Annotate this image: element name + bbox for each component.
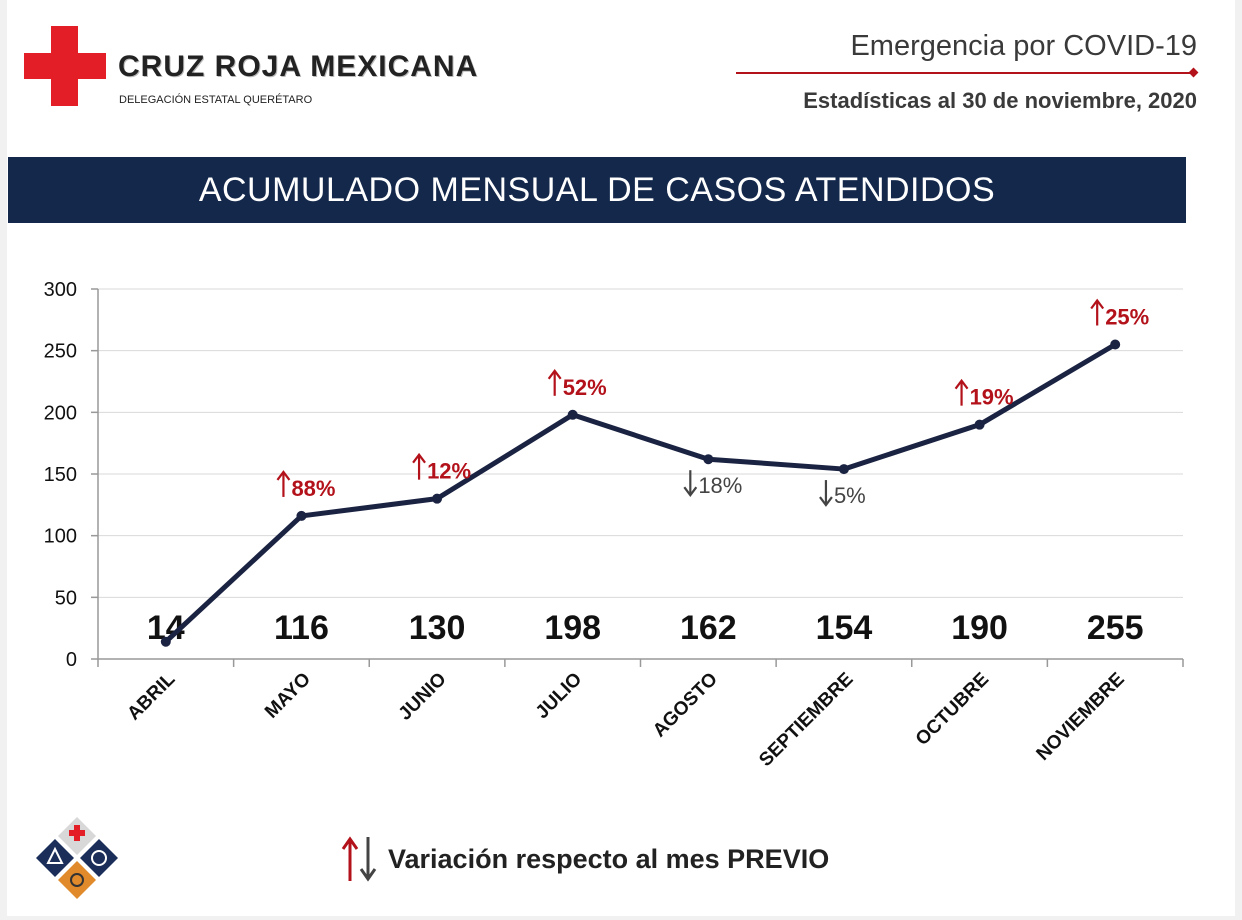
value-label: 198 [544, 609, 601, 647]
variation-annotation: 5% [819, 480, 866, 508]
value-label: 130 [409, 609, 466, 647]
down-arrow-icon [819, 496, 833, 507]
value-label: 162 [680, 609, 737, 647]
x-tick-label: MAYO [261, 669, 315, 723]
variation-label: 52% [563, 375, 607, 400]
variation-annotation: 52% [547, 368, 607, 400]
variation-label: 19% [970, 385, 1014, 410]
x-tick-label: NOVIEMBRE [1033, 669, 1129, 765]
up-arrow-icon [276, 470, 291, 481]
variation-label: 25% [1105, 305, 1149, 330]
data-point [296, 510, 307, 521]
x-tick-label: SEPTIEMBRE [755, 669, 857, 771]
variation-label: 5% [834, 483, 866, 508]
legend-text: Variación respecto al mes PREVIO [388, 843, 830, 874]
value-label: 116 [274, 609, 329, 647]
data-point [1110, 339, 1121, 350]
variation-annotation: 18% [683, 470, 742, 498]
up-arrow-icon [547, 368, 562, 380]
y-tick-label: 200 [44, 402, 77, 424]
data-point [703, 454, 714, 465]
y-tick-label: 100 [44, 526, 77, 548]
header-divider [736, 72, 1191, 74]
header-title: Emergencia por COVID-19 [850, 30, 1197, 62]
x-tick-label: OCTUBRE [912, 669, 993, 750]
data-point [432, 493, 443, 504]
y-tick-label: 250 [44, 341, 77, 363]
value-label: 190 [951, 609, 1008, 647]
x-tick-label: AGOSTO [649, 669, 722, 742]
variation-annotation: 19% [954, 378, 1014, 410]
up-arrow-icon [954, 378, 969, 390]
variation-annotation: 88% [276, 470, 335, 501]
x-tick-label: ABRIL [123, 668, 179, 724]
y-tick-label: 50 [55, 587, 77, 609]
org-subtitle: DELEGACIÓN ESTATAL QUERÉTARO [119, 94, 313, 106]
data-point [838, 464, 849, 475]
data-point [160, 636, 171, 647]
red-cross-logo-icon [24, 26, 106, 106]
y-tick-label: 0 [66, 649, 77, 671]
variation-annotation: 12% [412, 452, 471, 484]
y-tick-label: 150 [44, 464, 77, 486]
chart-title-banner: ACUMULADO MENSUAL DE CASOS ATENDIDOS [8, 157, 1186, 223]
hazard-badge-icon [36, 817, 118, 899]
value-label: 255 [1087, 609, 1144, 647]
up-arrow-icon [1090, 298, 1105, 310]
variation-annotation: 25% [1090, 298, 1149, 330]
down-arrow-icon [683, 486, 698, 498]
chart-title: ACUMULADO MENSUAL DE CASOS ATENDIDOS [198, 170, 996, 209]
header-subtitle: Estadísticas al 30 de noviembre, 2020 [803, 88, 1197, 113]
org-name: CRUZ ROJA MEXICANA [118, 50, 479, 83]
series-line [164, 342, 1117, 644]
data-point [974, 419, 985, 430]
variation-legend: Variación respecto al mes PREVIO [340, 835, 829, 883]
variation-label: 12% [427, 459, 471, 484]
up-down-arrows-icon [341, 836, 377, 882]
up-arrow-icon [412, 452, 426, 464]
page [7, 0, 1235, 916]
x-tick-label: JUNIO [395, 669, 451, 725]
value-label: 154 [816, 609, 873, 647]
x-tick-label: JULIO [532, 669, 586, 723]
data-point [567, 409, 578, 420]
variation-label: 18% [698, 473, 742, 498]
y-tick-label: 300 [44, 279, 77, 301]
variation-label: 88% [291, 476, 335, 501]
